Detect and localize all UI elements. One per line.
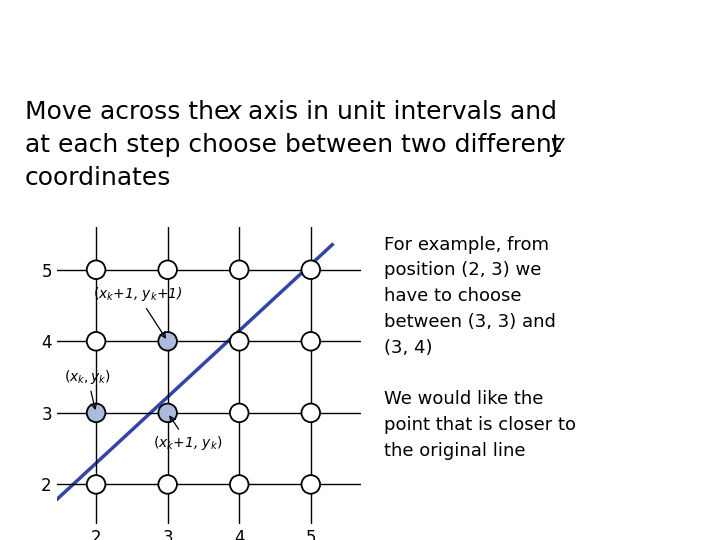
Text: axis in unit intervals and: axis in unit intervals and bbox=[240, 100, 557, 124]
Circle shape bbox=[158, 260, 177, 279]
Circle shape bbox=[87, 332, 105, 350]
Circle shape bbox=[230, 260, 248, 279]
Text: $(x_k, y_k)$: $(x_k, y_k)$ bbox=[64, 368, 111, 409]
Circle shape bbox=[230, 403, 248, 422]
Circle shape bbox=[230, 332, 248, 350]
Text: For example, from
position (2, 3) we
have to choose
between (3, 3) and
(3, 4): For example, from position (2, 3) we hav… bbox=[384, 235, 557, 356]
Circle shape bbox=[87, 403, 105, 422]
Text: y: y bbox=[550, 133, 564, 157]
Circle shape bbox=[302, 332, 320, 350]
Circle shape bbox=[158, 475, 177, 494]
Text: 3
of
39: 3 of 39 bbox=[14, 12, 33, 58]
Text: x: x bbox=[227, 100, 242, 124]
Circle shape bbox=[87, 475, 105, 494]
Circle shape bbox=[302, 403, 320, 422]
Circle shape bbox=[87, 260, 105, 279]
Circle shape bbox=[158, 403, 177, 422]
Text: $(x_k$+1, $y_k)$: $(x_k$+1, $y_k)$ bbox=[153, 416, 222, 452]
Text: at each step choose between two different: at each step choose between two differen… bbox=[25, 133, 570, 157]
Circle shape bbox=[302, 260, 320, 279]
Circle shape bbox=[302, 475, 320, 494]
Circle shape bbox=[230, 475, 248, 494]
Text: $(x_k$+1, $y_k$+1): $(x_k$+1, $y_k$+1) bbox=[92, 285, 182, 338]
Text: The Big Idea: The Big Idea bbox=[425, 16, 698, 54]
Text: coordinates: coordinates bbox=[25, 166, 171, 190]
Text: We would like the
point that is closer to
the original line: We would like the point that is closer t… bbox=[384, 390, 576, 460]
Circle shape bbox=[158, 332, 177, 350]
Text: Move across the: Move across the bbox=[25, 100, 238, 124]
